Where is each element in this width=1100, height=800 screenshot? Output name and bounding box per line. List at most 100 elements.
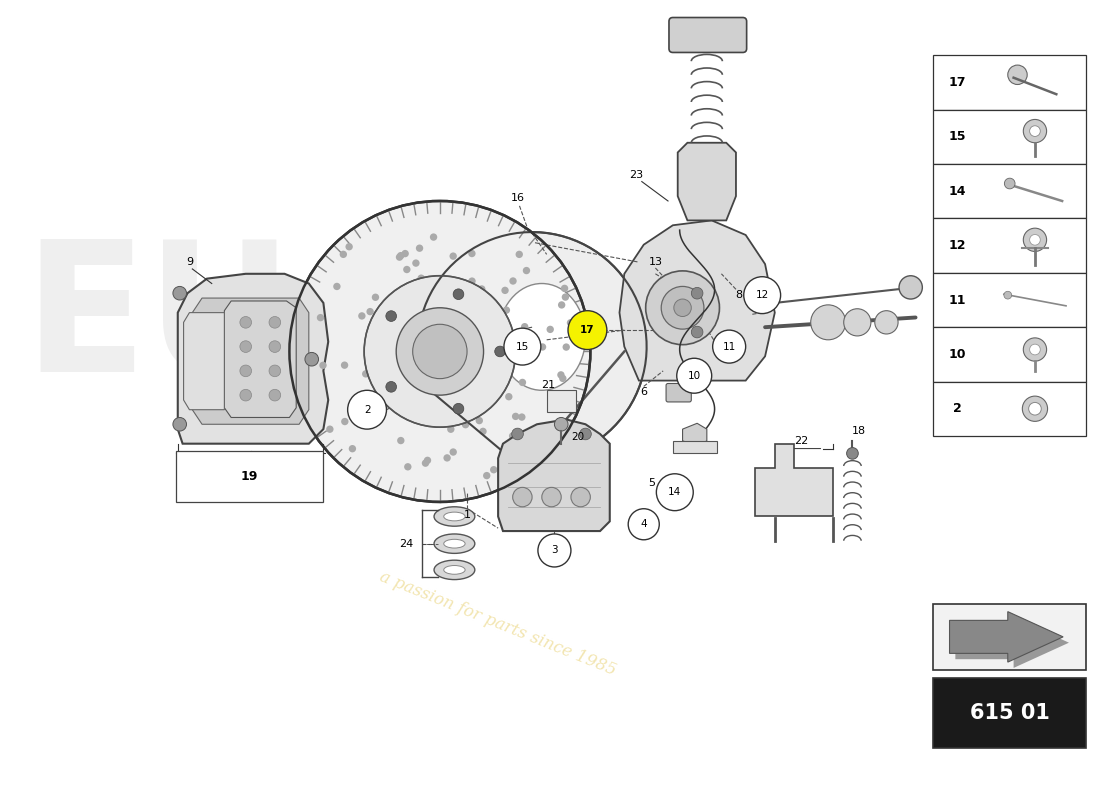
Circle shape: [503, 306, 510, 314]
Text: EU: EU: [23, 234, 294, 410]
Circle shape: [173, 286, 187, 300]
Circle shape: [811, 305, 846, 340]
Circle shape: [480, 428, 486, 435]
Polygon shape: [192, 298, 309, 424]
Circle shape: [483, 472, 491, 479]
Bar: [933, 327, 1087, 382]
Ellipse shape: [443, 539, 465, 548]
Circle shape: [562, 294, 569, 301]
Polygon shape: [224, 301, 296, 418]
Circle shape: [691, 370, 703, 382]
Circle shape: [469, 250, 475, 258]
FancyBboxPatch shape: [667, 383, 691, 402]
Circle shape: [562, 343, 570, 350]
Text: 10: 10: [688, 370, 701, 381]
Circle shape: [364, 276, 516, 427]
Bar: [547, 390, 575, 412]
Circle shape: [628, 509, 659, 540]
Circle shape: [412, 282, 420, 289]
Circle shape: [450, 448, 456, 456]
Circle shape: [349, 445, 356, 452]
Circle shape: [240, 317, 252, 328]
Circle shape: [430, 234, 437, 241]
Circle shape: [372, 294, 379, 301]
Circle shape: [381, 384, 388, 392]
Circle shape: [319, 362, 327, 369]
Text: 14: 14: [948, 185, 966, 198]
Text: 615 01: 615 01: [970, 702, 1049, 722]
Circle shape: [580, 428, 592, 440]
Ellipse shape: [434, 534, 475, 554]
Text: 11: 11: [723, 342, 736, 352]
Circle shape: [847, 447, 858, 459]
Circle shape: [240, 341, 252, 353]
Circle shape: [1004, 291, 1012, 299]
Text: 17: 17: [948, 76, 966, 89]
Text: 19: 19: [241, 470, 258, 483]
Circle shape: [713, 330, 746, 363]
Text: 12: 12: [948, 239, 966, 252]
Circle shape: [559, 374, 566, 382]
Circle shape: [416, 245, 424, 252]
Circle shape: [1008, 65, 1027, 85]
Text: 5: 5: [648, 478, 654, 487]
Polygon shape: [678, 142, 736, 221]
Circle shape: [516, 250, 522, 258]
Circle shape: [558, 302, 565, 309]
Text: 20: 20: [571, 432, 584, 442]
Text: 21: 21: [541, 381, 556, 390]
Polygon shape: [619, 221, 774, 381]
Text: 22: 22: [794, 436, 808, 446]
Circle shape: [475, 417, 483, 424]
Polygon shape: [673, 441, 716, 454]
Circle shape: [340, 250, 346, 258]
Circle shape: [547, 326, 554, 333]
Circle shape: [676, 358, 712, 394]
Circle shape: [359, 312, 365, 320]
Circle shape: [412, 324, 468, 378]
Circle shape: [317, 314, 324, 322]
Text: 11: 11: [948, 294, 966, 306]
Circle shape: [240, 390, 252, 401]
Circle shape: [376, 395, 384, 403]
Circle shape: [421, 459, 429, 467]
Polygon shape: [949, 612, 1063, 662]
Circle shape: [240, 365, 252, 377]
Circle shape: [453, 403, 464, 414]
Text: 16: 16: [510, 193, 525, 203]
Circle shape: [899, 276, 922, 299]
Circle shape: [568, 310, 607, 350]
Circle shape: [502, 286, 508, 294]
Text: 8: 8: [735, 290, 743, 300]
Circle shape: [539, 343, 547, 350]
Circle shape: [561, 285, 569, 292]
Text: 23: 23: [629, 170, 644, 180]
Circle shape: [573, 330, 581, 338]
Circle shape: [1023, 338, 1046, 361]
Bar: [933, 273, 1087, 327]
Circle shape: [341, 362, 349, 369]
Circle shape: [362, 370, 370, 378]
Circle shape: [462, 421, 470, 428]
Circle shape: [1023, 119, 1046, 142]
Circle shape: [386, 310, 396, 322]
Circle shape: [1004, 178, 1015, 189]
Circle shape: [270, 317, 280, 328]
Circle shape: [646, 271, 719, 345]
Circle shape: [404, 266, 410, 274]
Polygon shape: [498, 419, 609, 531]
Text: 4: 4: [640, 519, 647, 530]
Circle shape: [289, 201, 591, 502]
Circle shape: [521, 323, 528, 330]
Polygon shape: [184, 313, 224, 410]
Circle shape: [522, 267, 530, 274]
Ellipse shape: [434, 506, 475, 526]
Circle shape: [507, 337, 514, 344]
Bar: [933, 218, 1087, 273]
Circle shape: [566, 319, 574, 326]
Circle shape: [446, 279, 453, 286]
Circle shape: [1030, 234, 1041, 245]
Text: a passion for parts since 1985: a passion for parts since 1985: [377, 568, 619, 678]
Circle shape: [538, 534, 571, 567]
FancyBboxPatch shape: [669, 18, 747, 53]
